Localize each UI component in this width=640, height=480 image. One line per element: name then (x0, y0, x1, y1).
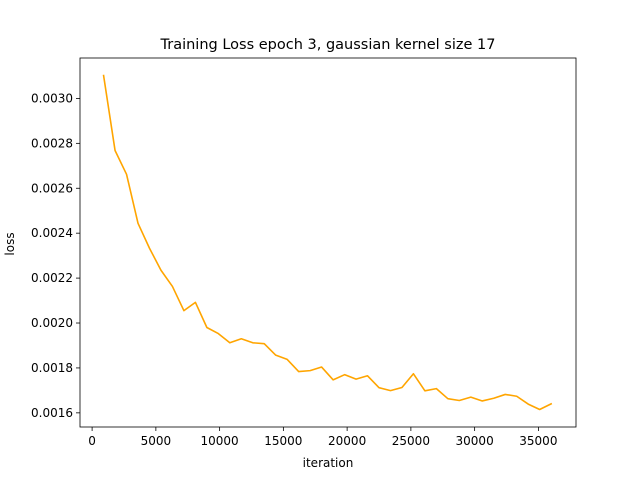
y-tick-label: 0.0028 (31, 136, 73, 150)
y-axis-label: loss (3, 232, 17, 255)
y-axis-ticks: 0.0016 0.0018 0.0020 0.0022 0.0024 0.0026 0.00… (31, 91, 80, 420)
x-tick-label: 15000 (264, 434, 302, 448)
chart-title: Training Loss epoch 3, gaussian kernel s… (160, 37, 496, 53)
x-tick-label: 0 (88, 434, 96, 448)
plot-area (102, 74, 553, 411)
x-tick-label: 5000 (141, 434, 172, 448)
axes-frame (79, 57, 577, 428)
y-tick-label: 0.0020 (31, 316, 73, 330)
x-axis-label: iteration (303, 456, 354, 470)
y-tick-label: 0.0022 (31, 271, 73, 285)
x-tick-label: 10000 (201, 434, 239, 448)
x-tick-label: 20000 (328, 434, 366, 448)
y-tick-label: 0.0024 (31, 226, 73, 240)
x-tick-label: 35000 (519, 434, 557, 448)
y-tick-label: 0.0016 (31, 406, 73, 420)
x-tick-label: 30000 (456, 434, 494, 448)
y-tick-label: 0.0018 (31, 361, 73, 375)
loss-series-line (102, 74, 553, 411)
x-tick-label: 25000 (392, 434, 430, 448)
y-tick-label: 0.0030 (31, 91, 73, 105)
y-tick-label: 0.0026 (31, 181, 73, 195)
x-axis-ticks: 0 5000 10000 15000 20000 25000 30000 35000 (88, 427, 557, 448)
